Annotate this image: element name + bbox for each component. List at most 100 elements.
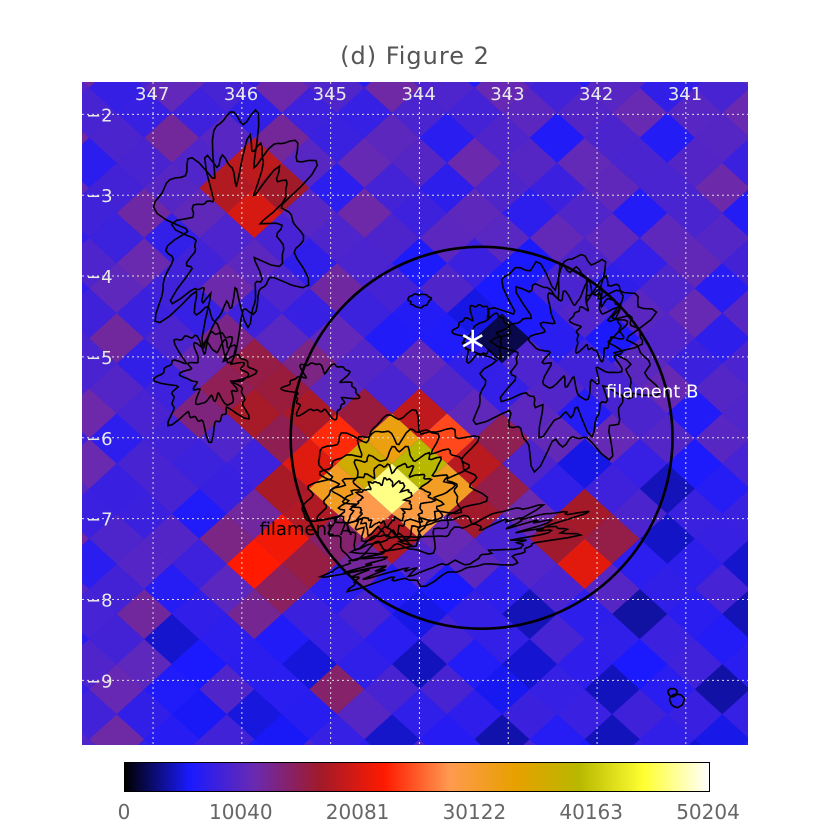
x-tick-label: 345	[313, 84, 347, 105]
heatmap-tile	[502, 438, 558, 489]
heatmap-tile	[722, 339, 748, 387]
heatmap-tile	[612, 438, 668, 489]
heatmap-tile	[694, 664, 748, 715]
heatmap-tile	[667, 589, 723, 640]
heatmap-tile	[447, 338, 502, 389]
heatmap-tile	[281, 388, 337, 439]
heatmap-tile	[303, 739, 316, 745]
heatmap-tile	[309, 363, 365, 414]
heatmap-tile	[254, 563, 310, 614]
heatmap-tile	[336, 338, 392, 389]
heatmap-tile	[364, 213, 420, 264]
heatmap-tile	[192, 82, 206, 88]
y-tick-label: −3	[86, 186, 113, 207]
contour-path	[451, 303, 510, 365]
heatmap-tile	[667, 538, 723, 589]
heatmap-tile	[523, 82, 536, 88]
heatmap-tile	[281, 689, 337, 740]
contour-path	[169, 132, 288, 348]
heatmap-tile	[667, 137, 723, 188]
heatmap-tile	[688, 82, 701, 88]
heatmap-tile	[639, 82, 695, 113]
heatmap-tile	[82, 381, 90, 395]
heatmap-tile	[192, 739, 206, 745]
heatmap-tile	[336, 438, 392, 489]
heatmap-tile	[447, 438, 502, 489]
heatmap-tile	[82, 482, 90, 496]
contour-path	[461, 253, 663, 474]
heatmap-tile	[474, 714, 530, 745]
heatmap-tile	[743, 82, 748, 87]
heatmap-tile	[688, 739, 701, 745]
asterisk-marker	[462, 329, 483, 352]
heatmap-tile	[82, 639, 117, 690]
heatmap-tile	[144, 463, 200, 514]
heatmap-tile	[364, 263, 420, 314]
x-tick-label: 344	[401, 84, 435, 105]
contour-path	[407, 293, 433, 309]
heatmap-tile	[144, 513, 200, 564]
heatmap-tile	[281, 137, 337, 188]
heatmap-tile	[144, 213, 200, 264]
heatmap-tile	[391, 589, 447, 640]
heatmap-tile	[358, 739, 371, 745]
heatmap-tile	[82, 388, 117, 439]
heatmap-tile	[281, 488, 337, 539]
heatmap-tile	[413, 82, 426, 88]
heatmap-tile	[447, 639, 502, 690]
colorbar-tick-label: 20081	[325, 800, 390, 824]
heatmap-tile	[694, 614, 748, 665]
heatmap-tile	[226, 388, 282, 439]
heatmap-tile	[254, 263, 310, 314]
y-tick-label: −9	[86, 671, 113, 692]
heatmap-tile	[694, 714, 748, 745]
heatmap-tile	[281, 87, 337, 138]
colorbar-tick-label: 10040	[208, 800, 273, 824]
heatmap-tile	[82, 582, 90, 596]
heatmap-tile	[82, 87, 117, 138]
colorbar-tick-labels: 0 10040 20081 30122 40163 50204	[0, 800, 830, 830]
heatmap-tile	[694, 82, 748, 113]
heatmap-tile	[364, 112, 420, 163]
colorbar-tick-label: 50204	[676, 800, 740, 824]
heatmap-tile	[584, 213, 640, 264]
heatmap-tile	[474, 213, 530, 264]
heatmap-tile	[419, 263, 475, 314]
heatmap-tile	[722, 189, 748, 237]
heatmap-tile	[199, 513, 255, 564]
heatmap-tile	[309, 213, 365, 264]
heatmap-tile	[82, 732, 90, 745]
colorbar-tick-label: 0	[117, 800, 131, 824]
heatmap-tile	[226, 187, 282, 238]
heatmap-tile	[82, 82, 90, 95]
heatmap-tile	[419, 363, 475, 414]
heatmap-tile	[336, 538, 392, 589]
heatmap-tile	[82, 488, 117, 539]
heatmap-tile	[639, 714, 695, 745]
heatmap-tile	[584, 263, 640, 314]
y-tick-label: −8	[86, 590, 113, 611]
heatmap-tile	[226, 87, 282, 138]
heatmap-tile	[82, 238, 117, 289]
heatmap-tile	[171, 488, 227, 539]
heatmap-tile	[419, 614, 475, 665]
heatmap-tile	[612, 589, 668, 640]
heatmap-tile	[89, 82, 145, 113]
heatmap-tile	[199, 413, 255, 464]
heatmap-tile	[612, 137, 668, 188]
heatmap-tile	[199, 563, 255, 614]
heatmap-tile	[82, 82, 96, 88]
heatmap-tile	[309, 413, 365, 464]
plot-area: 347 346 345 344 343 342 341 −2 −3 −4 −5 −6 −7 −8 −9 f…	[82, 82, 748, 745]
heatmap-tile	[116, 388, 172, 439]
heatmap-tile	[419, 112, 475, 163]
heatmap-tile	[199, 82, 255, 113]
heatmap-tile	[529, 463, 585, 514]
heatmap-tile	[722, 390, 748, 437]
heatmap-tile	[447, 388, 502, 439]
heatmap-tile	[309, 664, 365, 715]
heatmap-tile	[82, 632, 90, 646]
heatmap-tile	[722, 540, 748, 588]
heatmap-tile	[199, 263, 255, 314]
heatmap-tile	[364, 162, 420, 213]
